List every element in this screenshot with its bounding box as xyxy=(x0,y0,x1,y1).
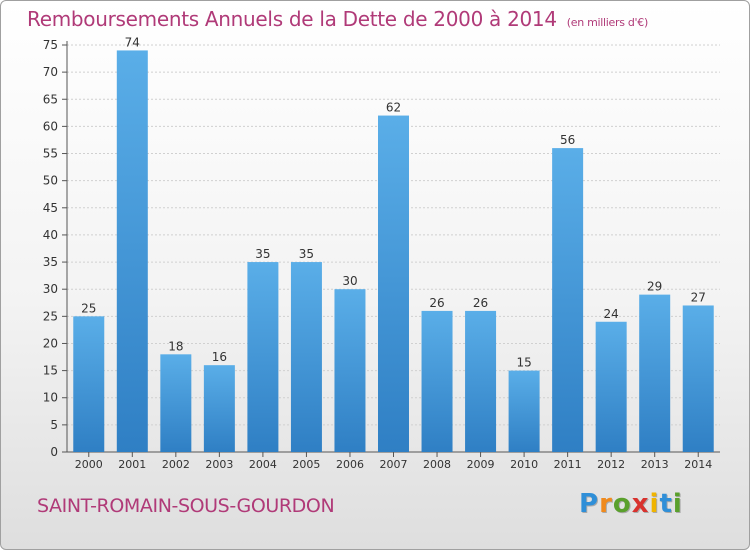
bar xyxy=(465,310,497,452)
y-tick-label: 65 xyxy=(43,92,58,106)
data-label: 35 xyxy=(255,247,270,261)
bar xyxy=(595,321,627,452)
logo-letter: r xyxy=(599,489,613,519)
data-label: 15 xyxy=(516,356,531,370)
x-tick-label: 2013 xyxy=(641,458,669,471)
bar xyxy=(421,310,453,452)
bar xyxy=(247,262,279,452)
chart-title: Remboursements Annuels de la Dette de 20… xyxy=(27,7,648,31)
x-tick-label: 2002 xyxy=(162,458,190,471)
chart-title-text: Remboursements Annuels de la Dette de 20… xyxy=(27,7,557,31)
bar xyxy=(552,148,584,452)
x-tick-label: 2001 xyxy=(118,458,146,471)
x-tick-label: 2011 xyxy=(554,458,582,471)
proxiti-logo[interactable]: Proxiti xyxy=(579,489,683,519)
data-label: 27 xyxy=(691,290,706,304)
y-tick-label: 0 xyxy=(50,445,58,459)
y-tick-label: 20 xyxy=(43,336,58,350)
y-tick-label: 75 xyxy=(43,38,58,52)
x-tick-labels: 2000 2001 2002 2003 2004 2005 2006 2007 2008 2009… xyxy=(75,458,712,471)
chart-title-unit: (en milliers d'€) xyxy=(566,16,648,29)
commune-name: SAINT-ROMAIN-SOUS-GOURDON xyxy=(37,495,335,517)
bar xyxy=(116,50,148,452)
data-label: 24 xyxy=(604,307,619,321)
x-tick-label: 2014 xyxy=(684,458,712,471)
y-tick-label: 30 xyxy=(43,282,58,296)
bar xyxy=(203,365,235,452)
bar xyxy=(378,115,409,453)
bar xyxy=(73,316,105,452)
logo-letter: t xyxy=(659,489,673,519)
x-tick-label: 2006 xyxy=(336,458,364,471)
y-tick-label: 60 xyxy=(43,119,58,133)
logo-letter: x xyxy=(631,489,650,519)
y-tick-label: 10 xyxy=(43,391,58,405)
data-label: 30 xyxy=(342,274,357,288)
data-labels: 25 74 18 16 35 35 30 62 26 26 15 56 24 29 27 xyxy=(81,35,706,369)
x-tick-label: 2009 xyxy=(467,458,495,471)
x-tick-label: 2000 xyxy=(75,458,103,471)
x-tick-label: 2003 xyxy=(205,458,233,471)
data-label: 29 xyxy=(647,280,662,294)
data-label: 56 xyxy=(560,133,575,147)
data-label: 16 xyxy=(212,350,227,364)
data-label: 74 xyxy=(125,35,140,49)
data-label: 26 xyxy=(429,296,444,310)
x-tick-label: 2005 xyxy=(292,458,320,471)
logo-letter: i xyxy=(649,489,660,519)
y-tick-label: 55 xyxy=(43,147,58,161)
data-label: 26 xyxy=(473,296,488,310)
y-tick-label: 5 xyxy=(50,418,58,432)
data-label: 25 xyxy=(81,301,96,315)
data-label: 62 xyxy=(386,101,401,115)
x-tick-label: 2007 xyxy=(380,458,408,471)
bar xyxy=(160,354,192,452)
data-label: 18 xyxy=(168,339,183,353)
bar xyxy=(639,294,671,452)
data-label: 35 xyxy=(299,247,314,261)
x-tick-label: 2010 xyxy=(510,458,538,471)
logo-letter: i xyxy=(672,489,683,519)
x-tick-label: 2008 xyxy=(423,458,451,471)
bars xyxy=(73,50,714,453)
y-tick-label: 50 xyxy=(43,174,58,188)
y-tick-label: 70 xyxy=(43,65,58,79)
logo-letter: o xyxy=(612,489,632,519)
y-tick-label: 35 xyxy=(43,255,58,269)
bar xyxy=(334,289,366,452)
y-tick-label: 40 xyxy=(43,228,58,242)
bar xyxy=(682,305,714,452)
y-tick-label: 25 xyxy=(43,309,58,323)
bar xyxy=(290,262,322,452)
bar xyxy=(508,370,540,452)
y-tick-labels: 0 5 10 15 20 25 30 35 40 45 50 55 60 65 70 75 xyxy=(43,38,58,459)
y-tick-label: 45 xyxy=(43,201,58,215)
x-tick-label: 2004 xyxy=(249,458,277,471)
x-tick-label: 2012 xyxy=(597,458,625,471)
logo-letter: P xyxy=(579,489,600,519)
y-tick-label: 15 xyxy=(43,364,58,378)
